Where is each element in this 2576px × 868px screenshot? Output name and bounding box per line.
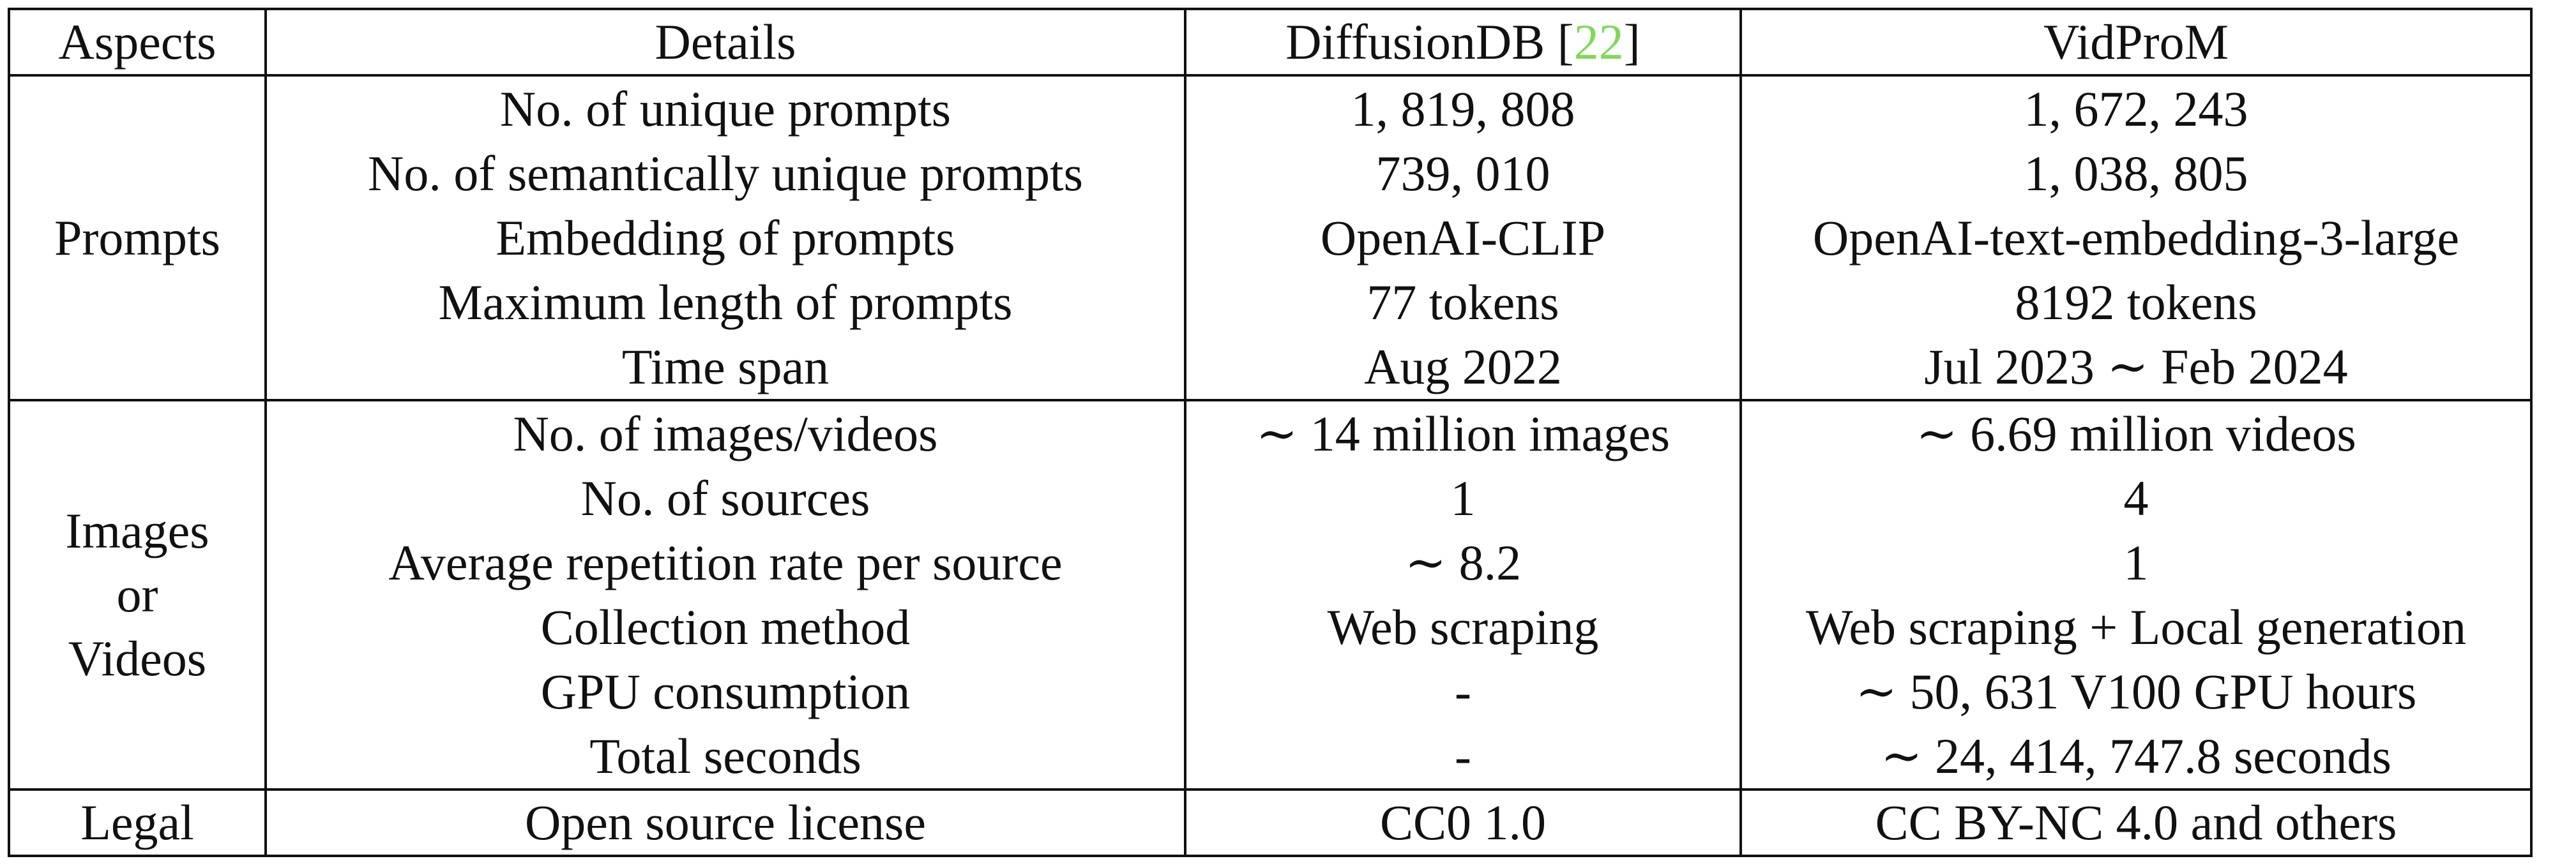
diffusiondb-cell: - xyxy=(1184,724,1741,791)
vidprom-cell: OpenAI-text-embedding-3-large xyxy=(1739,206,2531,270)
aspect-prompts: Prompts xyxy=(9,75,266,401)
table-row: Embedding of prompts OpenAI-CLIP OpenAI-… xyxy=(9,206,2531,270)
aspect-images-videos: Images or Videos xyxy=(9,400,266,791)
detail-cell: Average repetition rate per source xyxy=(264,530,1185,595)
diffusiondb-cell: 739, 010 xyxy=(1184,141,1741,206)
aspect-or-label: or xyxy=(116,567,158,622)
header-aspects: Aspects xyxy=(9,9,266,77)
detail-cell: Open source license xyxy=(264,789,1185,856)
diffusiondb-cell: Web scraping xyxy=(1184,595,1741,659)
detail-cell: Time span xyxy=(264,334,1185,401)
header-details: Details xyxy=(264,9,1185,77)
table-row: Collection method Web scraping Web scrap… xyxy=(9,595,2531,659)
header-vidprom: VidProM xyxy=(1739,9,2531,77)
table-row: No. of semantically unique prompts 739, … xyxy=(9,141,2531,206)
diffusiondb-cell: ∼ 8.2 xyxy=(1184,530,1741,595)
diffusiondb-cell: Aug 2022 xyxy=(1184,334,1741,401)
comparison-table: Aspects Details DiffusionDB [22] VidProM… xyxy=(8,8,2533,857)
detail-cell: GPU consumption xyxy=(264,659,1185,724)
header-row: Aspects Details DiffusionDB [22] VidProM xyxy=(9,9,2531,77)
table-row: Time span Aug 2022 Jul 2023 ∼ Feb 2024 xyxy=(9,334,2531,401)
detail-cell: Maximum length of prompts xyxy=(264,270,1185,334)
diffusiondb-cell: 1, 819, 808 xyxy=(1184,75,1741,141)
header-diffusiondb-label: DiffusionDB [ xyxy=(1285,14,1574,70)
detail-cell: Embedding of prompts xyxy=(264,206,1185,270)
detail-cell: Total seconds xyxy=(264,724,1185,791)
vidprom-cell: Web scraping + Local generation xyxy=(1739,595,2531,659)
detail-cell: No. of semantically unique prompts xyxy=(264,141,1185,206)
aspect-legal: Legal xyxy=(80,795,194,850)
diffusiondb-cell: 77 tokens xyxy=(1184,270,1741,334)
header-diffusiondb-bracket: ] xyxy=(1623,14,1640,70)
diffusiondb-cell: 1 xyxy=(1184,466,1741,530)
diffusiondb-cell: - xyxy=(1184,659,1741,724)
detail-cell: No. of unique prompts xyxy=(264,75,1185,141)
table-row: Images or Videos No. of images/videos ∼ … xyxy=(9,400,2531,791)
vidprom-cell: Jul 2023 ∼ Feb 2024 xyxy=(1739,334,2531,401)
table-row: Average repetition rate per source ∼ 8.2… xyxy=(9,530,2531,595)
diffusiondb-cell: ∼ 14 million images xyxy=(1184,400,1741,466)
vidprom-cell: ∼ 24, 414, 747.8 seconds xyxy=(1739,724,2531,791)
header-diffusiondb: DiffusionDB [22] xyxy=(1184,9,1741,77)
aspect-videos-label: Videos xyxy=(68,631,207,686)
detail-cell: No. of images/videos xyxy=(264,400,1185,466)
table-row: Prompts No. of unique prompts 1, 819, 80… xyxy=(9,75,2531,401)
vidprom-cell: CC BY-NC 4.0 and others xyxy=(1739,789,2531,856)
table-row: Legal Open source license CC0 1.0 CC BY-… xyxy=(9,789,2531,856)
vidprom-cell: 8192 tokens xyxy=(1739,270,2531,334)
vidprom-cell: ∼ 50, 631 V100 GPU hours xyxy=(1739,659,2531,724)
diffusiondb-cell: OpenAI-CLIP xyxy=(1184,206,1741,270)
table-row: No. of sources 1 4 xyxy=(9,466,2531,530)
detail-cell: No. of sources xyxy=(264,466,1185,530)
detail-cell: Collection method xyxy=(264,595,1185,659)
vidprom-cell: ∼ 6.69 million videos xyxy=(1739,400,2531,466)
table-row: GPU consumption - ∼ 50, 631 V100 GPU hou… xyxy=(9,659,2531,724)
aspect-images-label: Images xyxy=(65,503,209,558)
vidprom-cell: 1, 672, 243 xyxy=(1739,75,2531,141)
citation-link[interactable]: 22 xyxy=(1573,14,1624,70)
vidprom-cell: 1, 038, 805 xyxy=(1739,141,2531,206)
vidprom-cell: 1 xyxy=(1739,530,2531,595)
table-row: Total seconds - ∼ 24, 414, 747.8 seconds xyxy=(9,724,2531,791)
table-row: Maximum length of prompts 77 tokens 8192… xyxy=(9,270,2531,334)
vidprom-cell: 4 xyxy=(1739,466,2531,530)
diffusiondb-cell: CC0 1.0 xyxy=(1184,789,1741,856)
